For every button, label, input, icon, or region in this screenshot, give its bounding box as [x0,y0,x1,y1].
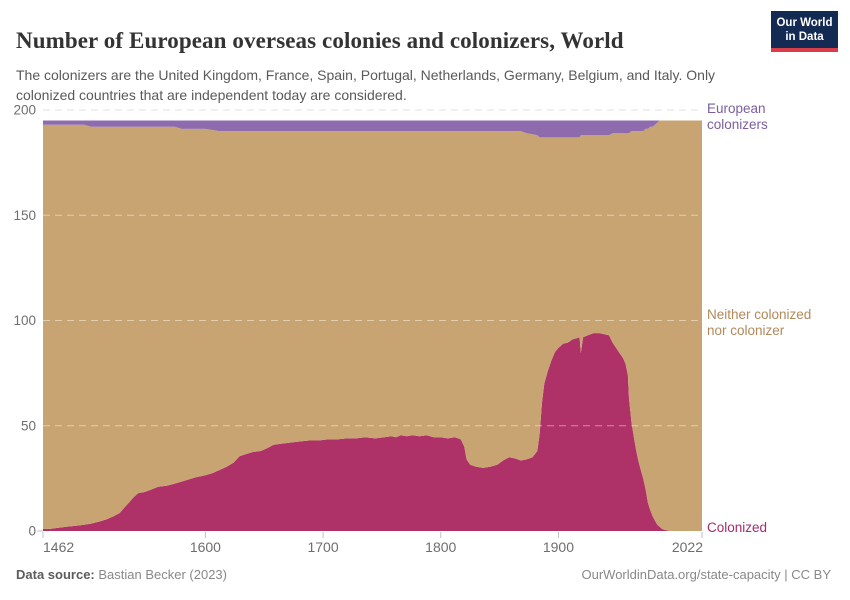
series-label-colonized: Colonized [707,520,768,535]
x-tick-label-1462: 1462 [43,539,74,555]
license-credit: OurWorldinData.org/state-capacity | CC B… [581,567,831,582]
data-source-label: Data source: [16,567,95,582]
y-tick-label-150: 150 [13,208,36,223]
series-label-neither-colonized-nor-colonizer: Neither colonized nor colonizer [707,307,812,338]
owid-logo-line1: Our World [776,17,833,29]
x-tick-label-2022: 2022 [672,539,703,555]
x-tick-label-1700: 1700 [307,539,338,555]
chart-subtitle: The colonizers are the United Kingdom, F… [16,67,716,104]
y-tick-label-200: 200 [13,103,36,118]
series-label-european-colonizers: European colonizers [707,101,768,132]
y-tick-label-100: 100 [13,313,36,328]
area-neither-colonized-nor-colonizer [43,120,702,531]
area-colonized [43,333,702,531]
chart-area: 0 50 100 150 200 1462 1600 1700 1800 1900 2022 [0,95,850,565]
x-tick-label-1900: 1900 [543,539,574,555]
data-source: Data source: Bastian Becker (2023) [16,567,227,582]
page-title: Number of European overseas colonies and… [16,28,624,54]
owid-logo-line2: in Data [785,31,824,43]
data-source-value: Bastian Becker (2023) [94,567,227,582]
x-tick-label-1600: 1600 [190,539,221,555]
owid-logo: Our World in Data [771,11,838,52]
chart-footer: Data source: Bastian Becker (2023) OurWo… [16,567,831,582]
y-tick-label-0: 0 [28,524,36,539]
y-tick-label-50: 50 [21,418,36,433]
area-european-colonizers [43,120,702,138]
x-tick-label-1800: 1800 [425,539,456,555]
stacked-area-chart: 0 50 100 150 200 1462 1600 1700 1800 1900 2022 [13,103,703,556]
